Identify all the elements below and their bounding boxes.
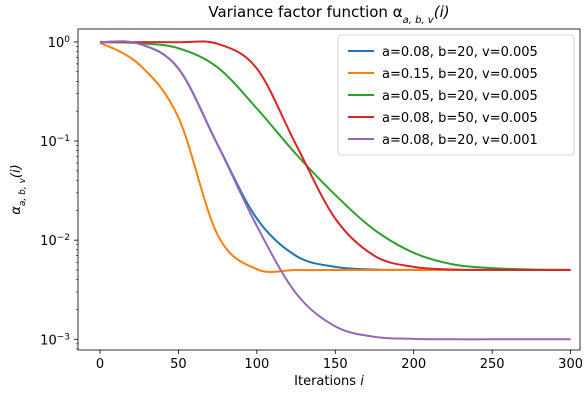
x-tick-label: 250 xyxy=(480,357,505,372)
legend-label: a=0.05, b=20, v=0.005 xyxy=(382,89,538,104)
y-label-text: αa, b, v(i) xyxy=(9,164,28,214)
x-tick-label: 0 xyxy=(96,357,104,372)
x-tick-label: 150 xyxy=(323,357,348,372)
y-tick-label: 10−2 xyxy=(40,233,70,249)
y-axis: 10−3 10−2 10−1 100 xyxy=(40,35,78,350)
series-line-3 xyxy=(99,41,571,271)
y-tick-label: 100 xyxy=(48,35,71,51)
y-tick-label: 10−3 xyxy=(40,332,70,348)
legend-label: a=0.08, b=20, v=0.001 xyxy=(382,133,538,148)
x-tick-label: 200 xyxy=(401,357,426,372)
title-main: Variance factor function α xyxy=(208,3,402,21)
chart-title: Variance factor function αa, b, v(i) xyxy=(208,3,449,26)
title-text: Variance factor function αa, b, v(i) xyxy=(208,3,449,26)
x-tick-label: 300 xyxy=(558,357,583,372)
legend: a=0.08, b=20, v=0.005 a=0.15, b=20, v=0.0… xyxy=(337,34,575,156)
x-axis: 0 50 100 150 200 250 300 xyxy=(96,350,583,372)
title-subscript: a, b, v xyxy=(403,15,435,26)
legend-label: a=0.15, b=20, v=0.005 xyxy=(382,67,538,82)
legend-label: a=0.08, b=50, v=0.005 xyxy=(382,111,538,126)
y-axis-label: αa, b, v(i) xyxy=(9,164,28,214)
legend-label: a=0.08, b=20, v=0.005 xyxy=(382,45,538,60)
series-line-4 xyxy=(99,40,571,272)
plot-frame xyxy=(77,28,581,351)
series-line-5 xyxy=(99,40,571,341)
x-label-text: Iterations i xyxy=(294,374,364,389)
x-tick-label: 50 xyxy=(170,357,187,372)
y-tick-label: 10−1 xyxy=(40,134,70,150)
x-tick-label: 100 xyxy=(244,357,269,372)
plot-lines xyxy=(99,40,571,341)
legend-box xyxy=(337,34,575,156)
title-tail: (i) xyxy=(434,3,450,21)
x-axis-label: Iterations i xyxy=(294,374,364,389)
